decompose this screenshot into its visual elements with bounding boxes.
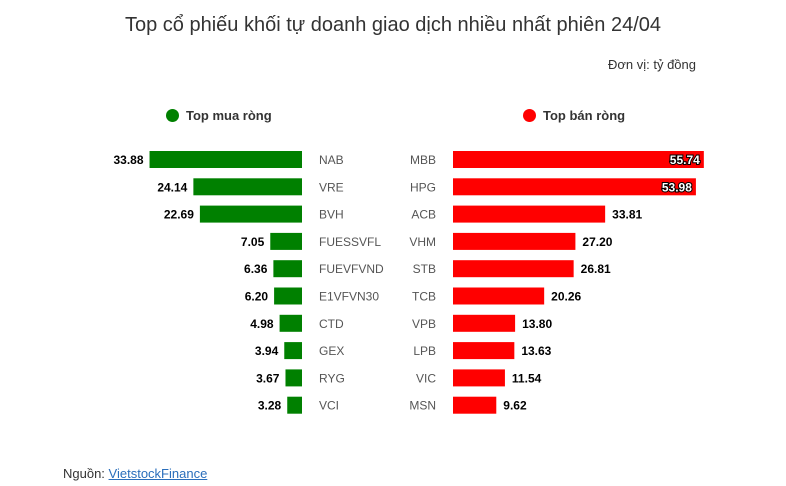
buy-value-label: 3.28 [258, 399, 282, 413]
sell-value-label: 11.54 [512, 371, 542, 385]
buy-bar-nab [149, 151, 302, 168]
buy-category-label: RYG [319, 371, 345, 385]
buy-category-label: GEX [319, 344, 344, 358]
sell-bar-lpb [453, 342, 515, 360]
sell-category-label: TCB [412, 290, 436, 304]
legend-sell-label: Top bán ròng [543, 108, 626, 123]
sell-bar-vhm [453, 232, 576, 250]
sell-value-label: 27.20 [582, 235, 612, 249]
sell-category-label: VPB [412, 317, 436, 331]
sell-category-label: VIC [416, 371, 436, 385]
buy-bar-e1vfvn30 [274, 287, 302, 305]
buy-category-label: NAB [319, 153, 344, 167]
sell-value-label: 33.81 [612, 208, 642, 222]
legend-buy-dot-icon [166, 109, 179, 122]
sell-bar-msn [453, 396, 497, 414]
sell-value-label: 55.74 [670, 153, 700, 167]
sell-bar-tcb [453, 287, 545, 305]
chart-title: Top cổ phiếu khối tự doanh giao dịch nhi… [124, 14, 662, 36]
buy-bar-ctd [279, 314, 302, 332]
sell-bar-acb [453, 205, 606, 223]
buy-value-label: 22.69 [164, 208, 194, 222]
sell-category-label: MSN [409, 399, 436, 413]
buy-value-label: 4.98 [250, 317, 274, 331]
buy-bar-gex [284, 342, 302, 360]
legend-sell-dot-icon [523, 109, 536, 122]
sell-category-label: HPG [410, 180, 436, 194]
sell-bar-mbb [453, 151, 704, 168]
unit-label: Đơn vị: tỷ đồng [607, 57, 696, 72]
buy-value-label: 6.20 [245, 290, 269, 304]
sell-category-label: ACB [411, 208, 436, 222]
sell-category-label: STB [413, 262, 436, 276]
sell-value-label: 20.26 [551, 290, 581, 304]
source-line: Nguồn: VietstockFinance [63, 466, 207, 481]
buy-value-label: 3.94 [255, 344, 279, 358]
buy-bar-vre [193, 178, 302, 196]
sell-value-label: 26.81 [581, 262, 611, 276]
buy-category-label: BVH [319, 208, 344, 222]
buy-bar-bvh [199, 205, 302, 223]
source-link[interactable]: VietstockFinance [108, 466, 208, 481]
sell-bar-hpg [453, 178, 696, 196]
sell-category-label: MBB [410, 153, 436, 167]
buy-value-label: 33.88 [114, 153, 144, 167]
sell-value-label: 13.80 [522, 317, 552, 331]
buy-bar-vci [287, 396, 302, 414]
buy-value-label: 6.36 [244, 262, 268, 276]
buy-bar-ryg [285, 369, 302, 387]
sell-category-label: LPB [413, 344, 436, 358]
buy-category-label: CTD [319, 317, 344, 331]
legend-buy[interactable]: Top mua ròng [166, 108, 272, 123]
buy-category-label: VRE [319, 180, 344, 194]
sell-bar-vic [453, 369, 505, 387]
buy-category-label: FUEVFVND [319, 262, 384, 276]
sell-bar-stb [453, 260, 574, 278]
sell-value-label: 13.63 [521, 344, 551, 358]
buy-bar-fuessvfl [270, 232, 302, 250]
legend-sell[interactable]: Top bán ròng [523, 108, 625, 123]
sell-value-label: 53.98 [662, 180, 692, 194]
buy-category-label: VCI [319, 399, 339, 413]
buy-bar-fuevfvnd [273, 260, 302, 278]
legend-buy-label: Top mua ròng [186, 108, 272, 123]
sell-bar-vpb [453, 314, 516, 332]
buy-category-label: FUESSVFL [319, 235, 381, 249]
sell-category-label: VHM [409, 235, 436, 249]
sell-value-label: 9.62 [503, 399, 527, 413]
buy-value-label: 3.67 [256, 371, 280, 385]
buy-value-label: 7.05 [241, 235, 265, 249]
buy-category-label: E1VFVN30 [319, 290, 379, 304]
source-label: Nguồn: [63, 466, 109, 481]
buy-value-label: 24.14 [157, 180, 187, 194]
